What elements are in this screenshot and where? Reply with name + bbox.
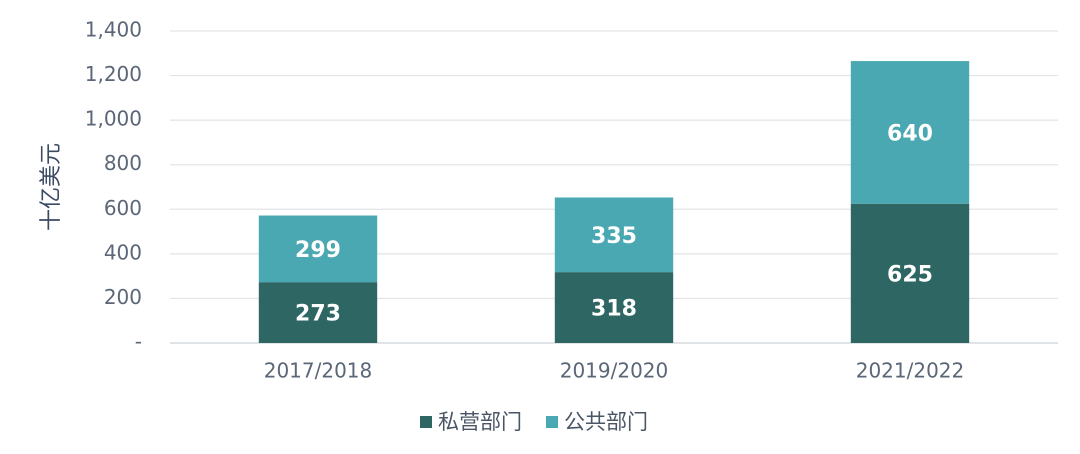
- bar-segment: [850, 61, 970, 204]
- y-tick-label: -: [135, 330, 142, 354]
- y-tick-label: 1,400: [85, 18, 142, 42]
- legend-label: 私营部门: [438, 410, 522, 434]
- x-tick-label: 2019/2020: [560, 359, 669, 383]
- bar-segment: [554, 197, 674, 273]
- bar-segment: [258, 282, 378, 343]
- x-tick-label: 2021/2022: [856, 359, 965, 383]
- bar-segment: [554, 272, 674, 343]
- bar-segment: [258, 215, 378, 283]
- value-label: 318: [591, 297, 637, 322]
- value-label: 640: [887, 121, 933, 146]
- value-label: 625: [887, 262, 933, 287]
- y-tick-label: 800: [104, 151, 142, 175]
- y-tick-label: 400: [104, 240, 142, 264]
- bar-segment: [850, 203, 970, 343]
- y-tick-label: 1,200: [85, 62, 142, 86]
- legend-swatch: [420, 416, 432, 428]
- y-tick-label: 1,000: [85, 107, 142, 131]
- value-label: 299: [295, 238, 341, 263]
- legend-label: 公共部门: [564, 410, 648, 434]
- value-label: 273: [295, 302, 341, 327]
- y-tick-label: 200: [104, 285, 142, 309]
- value-label: 335: [591, 224, 637, 249]
- legend-swatch: [546, 416, 558, 428]
- y-tick-label: 600: [104, 196, 142, 220]
- x-tick-label: 2017/2018: [264, 359, 373, 383]
- y-axis-label: 十亿美元: [39, 143, 64, 231]
